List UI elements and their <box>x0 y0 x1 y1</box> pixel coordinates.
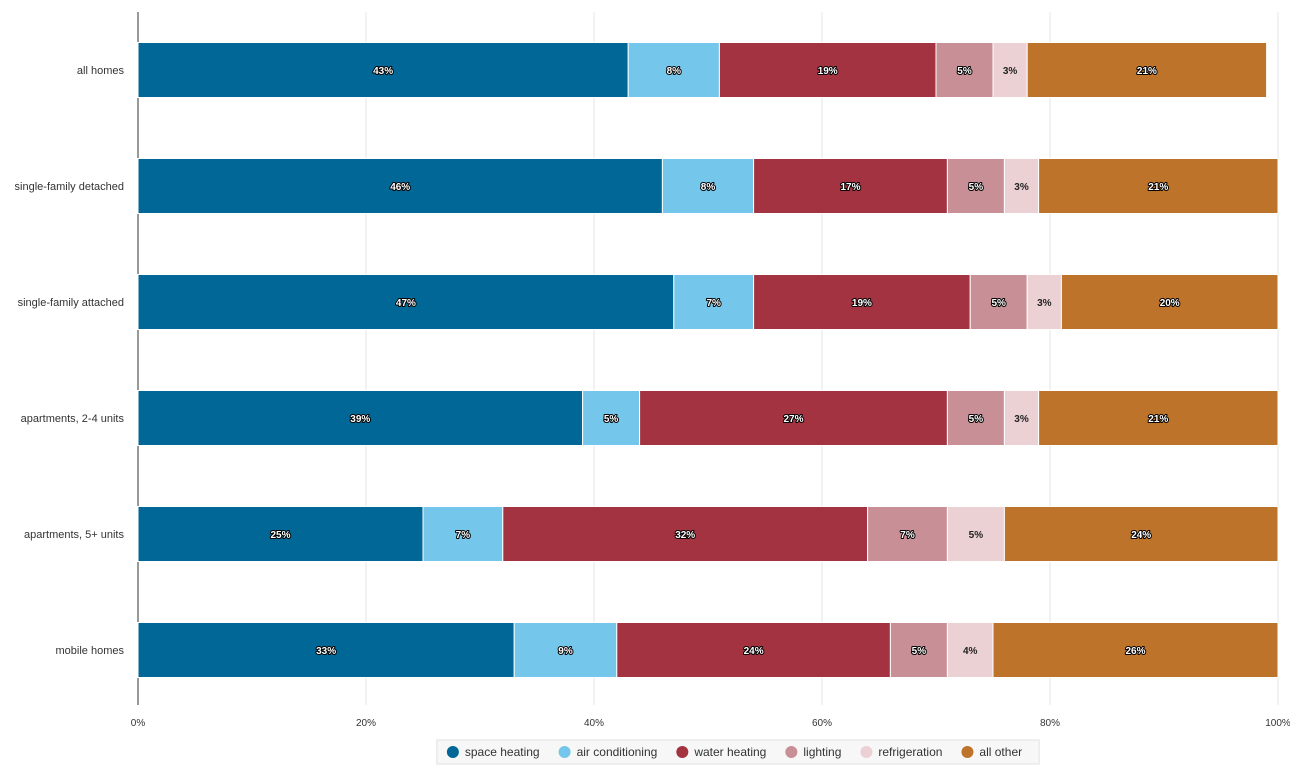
data-label: 9% <box>558 646 573 657</box>
data-label: 19% <box>852 298 872 309</box>
category-label: all homes <box>77 65 125 77</box>
bar-segment <box>935 42 994 98</box>
legend-label: lighting <box>803 745 841 759</box>
bar-segment <box>1026 274 1062 330</box>
data-label: 5% <box>991 298 1006 309</box>
bar-segment <box>1026 42 1268 98</box>
data-label: 25% <box>270 530 290 541</box>
bar-segment <box>616 622 891 678</box>
category-label: single-family attached <box>18 297 124 309</box>
bar-segment <box>946 622 994 678</box>
data-label: 3% <box>1003 66 1018 77</box>
bar-segment <box>1003 506 1279 562</box>
data-label: 32% <box>675 530 695 541</box>
bar-segment <box>513 622 618 678</box>
bar-segment <box>137 42 629 98</box>
data-label: 8% <box>701 182 716 193</box>
data-label: 5% <box>604 414 619 425</box>
bar-segment <box>753 158 948 214</box>
data-label: 5% <box>912 646 927 657</box>
legend-marker <box>446 746 459 758</box>
data-label: 5% <box>969 182 984 193</box>
data-label: 24% <box>744 646 764 657</box>
bar-segment <box>137 506 424 562</box>
data-label: 3% <box>1037 298 1052 309</box>
bar-segment <box>1038 390 1279 446</box>
bar-segment <box>946 158 1005 214</box>
bar-segment <box>1038 158 1279 214</box>
data-label: 5% <box>957 66 972 77</box>
bar-segment <box>639 390 948 446</box>
x-tick-label: 60% <box>812 718 832 729</box>
bar-segment <box>137 158 663 214</box>
bar-segment <box>673 274 755 330</box>
category-label: single-family detached <box>15 181 124 193</box>
data-label: 3% <box>1014 414 1029 425</box>
category-label: apartments, 5+ units <box>24 529 124 541</box>
data-label: 19% <box>818 66 838 77</box>
legend-label: space heating <box>465 745 540 759</box>
x-tick-label: 0% <box>131 718 146 729</box>
x-tick-label: 40% <box>584 718 604 729</box>
data-label: 20% <box>1160 298 1180 309</box>
data-label: 5% <box>969 530 984 541</box>
data-label: 21% <box>1148 414 1168 425</box>
bar-segment <box>1060 274 1279 330</box>
legend-box <box>436 739 1040 765</box>
bar-segment <box>661 158 755 214</box>
data-label: 7% <box>456 530 471 541</box>
legend-label: all other <box>979 745 1022 759</box>
data-label: 43% <box>373 66 393 77</box>
category-label: mobile homes <box>56 645 125 657</box>
legend: space heating air conditioning water heati… <box>436 739 1040 765</box>
data-label: 21% <box>1148 182 1168 193</box>
data-label: 17% <box>840 182 860 193</box>
legend-marker <box>961 746 974 758</box>
x-tick-label: 100% <box>1265 718 1290 729</box>
bar-segment <box>502 506 869 562</box>
bar-segment <box>137 274 675 330</box>
bar-segment <box>867 506 948 562</box>
x-tick-label: 80% <box>1040 718 1060 729</box>
data-label: 47% <box>396 298 416 309</box>
data-label: 3% <box>1014 182 1029 193</box>
legend-label: water heating <box>693 745 766 759</box>
data-label: 24% <box>1131 530 1151 541</box>
bar-segment <box>1003 390 1040 446</box>
legend-marker <box>860 746 873 758</box>
bar-segment <box>422 506 504 562</box>
bar-segment <box>992 42 1028 98</box>
bar-segment <box>946 506 1005 562</box>
legend-marker <box>785 746 798 758</box>
legend-marker <box>558 746 571 758</box>
data-label: 5% <box>969 414 984 425</box>
bar-segment <box>1003 158 1040 214</box>
data-label: 21% <box>1137 66 1157 77</box>
bar-segment <box>992 622 1279 678</box>
data-label: 39% <box>350 414 370 425</box>
x-tick-label: 20% <box>356 718 376 729</box>
data-label: 33% <box>316 646 336 657</box>
data-label: 46% <box>390 182 410 193</box>
category-label: apartments, 2-4 units <box>21 413 125 425</box>
data-label: 27% <box>783 414 803 425</box>
data-label: 7% <box>900 530 915 541</box>
legend-marker <box>676 746 689 758</box>
bar-segment <box>137 622 515 678</box>
legend-label: refrigeration <box>878 745 942 759</box>
legend-label: air conditioning <box>577 745 658 759</box>
data-label: 26% <box>1125 646 1145 657</box>
data-label: 8% <box>667 66 682 77</box>
data-label: 7% <box>706 298 721 309</box>
data-label: 4% <box>963 646 978 657</box>
